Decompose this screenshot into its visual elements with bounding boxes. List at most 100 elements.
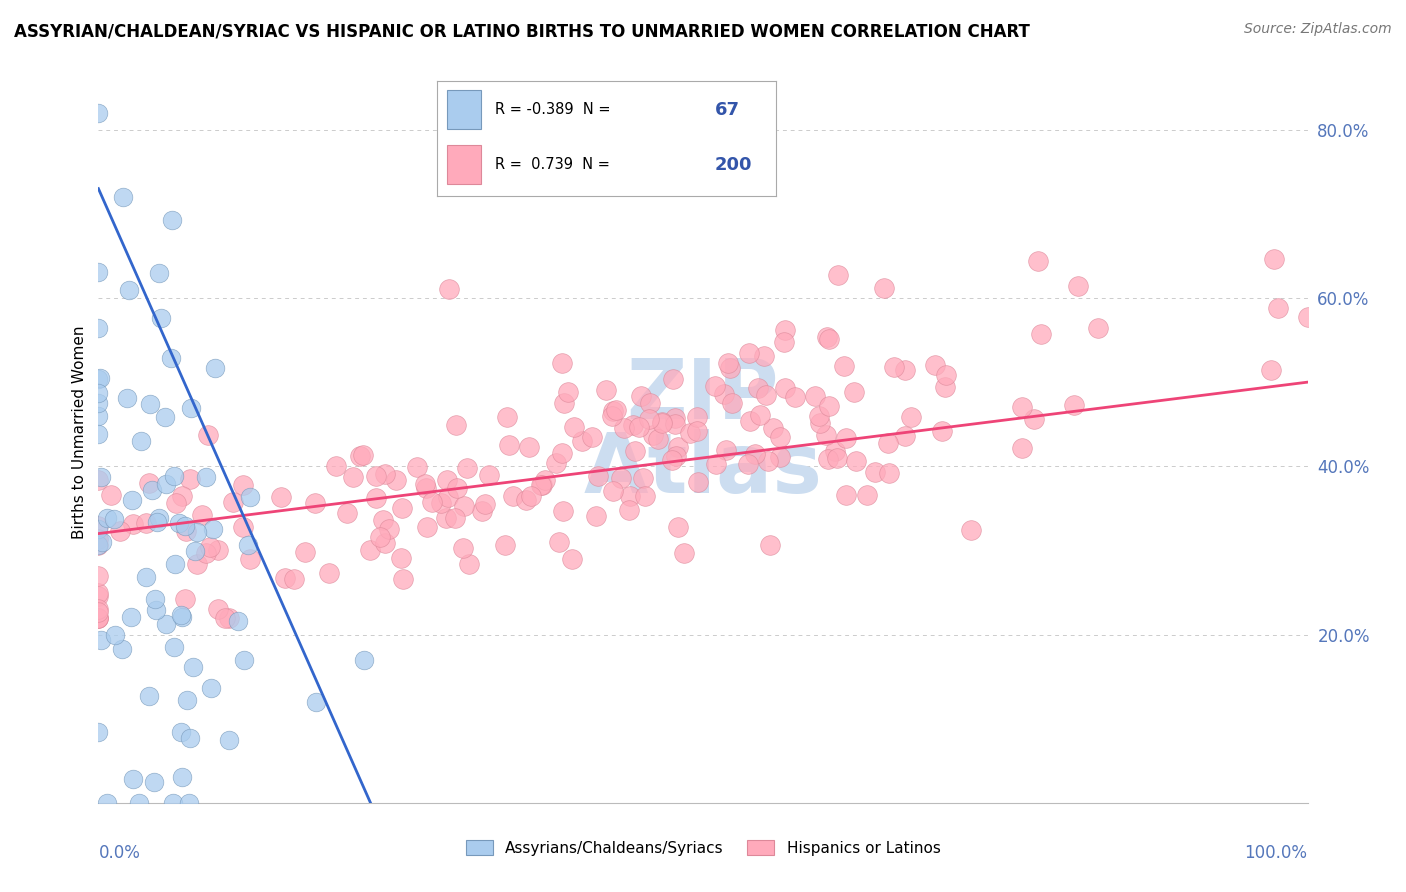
Point (155, 477, 177, 491)
Point (934, 380, 956, 394)
Point (610, 471, 633, 485)
Point (457, 558, 479, 572)
Point (87, 610, 110, 624)
Point (1263, 252, 1285, 266)
Point (471, 504, 494, 518)
Point (1029, 326, 1052, 341)
Point (87, 725, 110, 739)
Point (160, 351, 183, 365)
Point (553, 395, 575, 409)
Point (803, 389, 825, 403)
Point (581, 430, 603, 444)
Point (686, 409, 709, 424)
Point (364, 491, 387, 505)
Point (148, 266, 170, 280)
Point (434, 511, 457, 525)
Point (515, 493, 537, 508)
Point (619, 503, 641, 517)
Point (353, 448, 375, 462)
Point (121, 492, 143, 507)
Point (1260, 363, 1282, 377)
Point (960, 523, 983, 537)
Point (174, 591, 197, 606)
Point (274, 571, 297, 585)
Point (207, 542, 229, 557)
Point (855, 487, 877, 501)
Point (148, 511, 170, 525)
Point (214, 610, 236, 624)
Point (87, 602, 110, 616)
Point (551, 446, 574, 460)
Point (87, 522, 110, 536)
Point (453, 499, 475, 513)
Point (842, 385, 865, 400)
Point (155, 617, 177, 632)
Point (1296, 310, 1319, 325)
Point (661, 372, 683, 386)
Point (232, 520, 254, 534)
Point (619, 489, 641, 503)
Point (349, 449, 371, 463)
Point (87, 606, 110, 620)
Point (775, 381, 797, 395)
Point (389, 550, 412, 565)
Point (547, 535, 569, 549)
Point (815, 427, 838, 442)
Point (122, 772, 145, 787)
Text: ZIP
Atlas: ZIP Atlas (583, 355, 823, 510)
Point (87, 610, 110, 624)
Point (494, 538, 516, 552)
Point (686, 424, 709, 438)
Point (444, 417, 467, 432)
Point (585, 508, 607, 523)
Point (1024, 412, 1046, 426)
Point (162, 796, 184, 810)
Point (894, 428, 917, 442)
Point (232, 653, 254, 667)
Point (143, 592, 166, 607)
Point (1063, 398, 1085, 412)
Point (451, 541, 474, 555)
Point (172, 489, 194, 503)
Point (149, 310, 172, 325)
Point (90, 469, 112, 483)
Point (738, 346, 761, 360)
Point (664, 411, 686, 425)
Point (218, 732, 240, 747)
Point (873, 281, 896, 295)
Point (769, 430, 792, 444)
Point (744, 447, 766, 461)
Point (226, 614, 249, 628)
Point (111, 190, 134, 204)
Point (87, 372, 110, 386)
Point (758, 538, 780, 552)
Text: ASSYRIAN/CHALDEAN/SYRIAC VS HISPANIC OR LATINO BIRTHS TO UNMARRIED WOMEN CORRELA: ASSYRIAN/CHALDEAN/SYRIAC VS HISPANIC OR … (14, 22, 1031, 40)
Point (87, 538, 110, 552)
Point (825, 450, 848, 465)
Point (183, 544, 205, 558)
Point (342, 470, 364, 484)
Point (87, 519, 110, 533)
Point (118, 283, 141, 297)
Point (104, 627, 127, 641)
Point (87, 395, 110, 409)
Point (827, 268, 849, 282)
Point (456, 460, 478, 475)
Point (87, 426, 110, 441)
Point (817, 332, 839, 346)
Point (135, 570, 157, 584)
Point (638, 396, 661, 410)
Point (534, 473, 557, 487)
Point (714, 443, 737, 458)
Point (141, 483, 163, 497)
Point (808, 416, 831, 430)
Point (131, 434, 153, 448)
Point (807, 409, 830, 423)
Point (202, 522, 225, 536)
Point (845, 454, 868, 468)
Point (446, 481, 468, 495)
Point (87, 265, 110, 279)
Legend: Assyrians/Chaldeans/Syriacs, Hispanics or Latinos: Assyrians/Chaldeans/Syriacs, Hispanics o… (460, 834, 946, 862)
Point (139, 396, 162, 410)
Point (222, 495, 245, 509)
